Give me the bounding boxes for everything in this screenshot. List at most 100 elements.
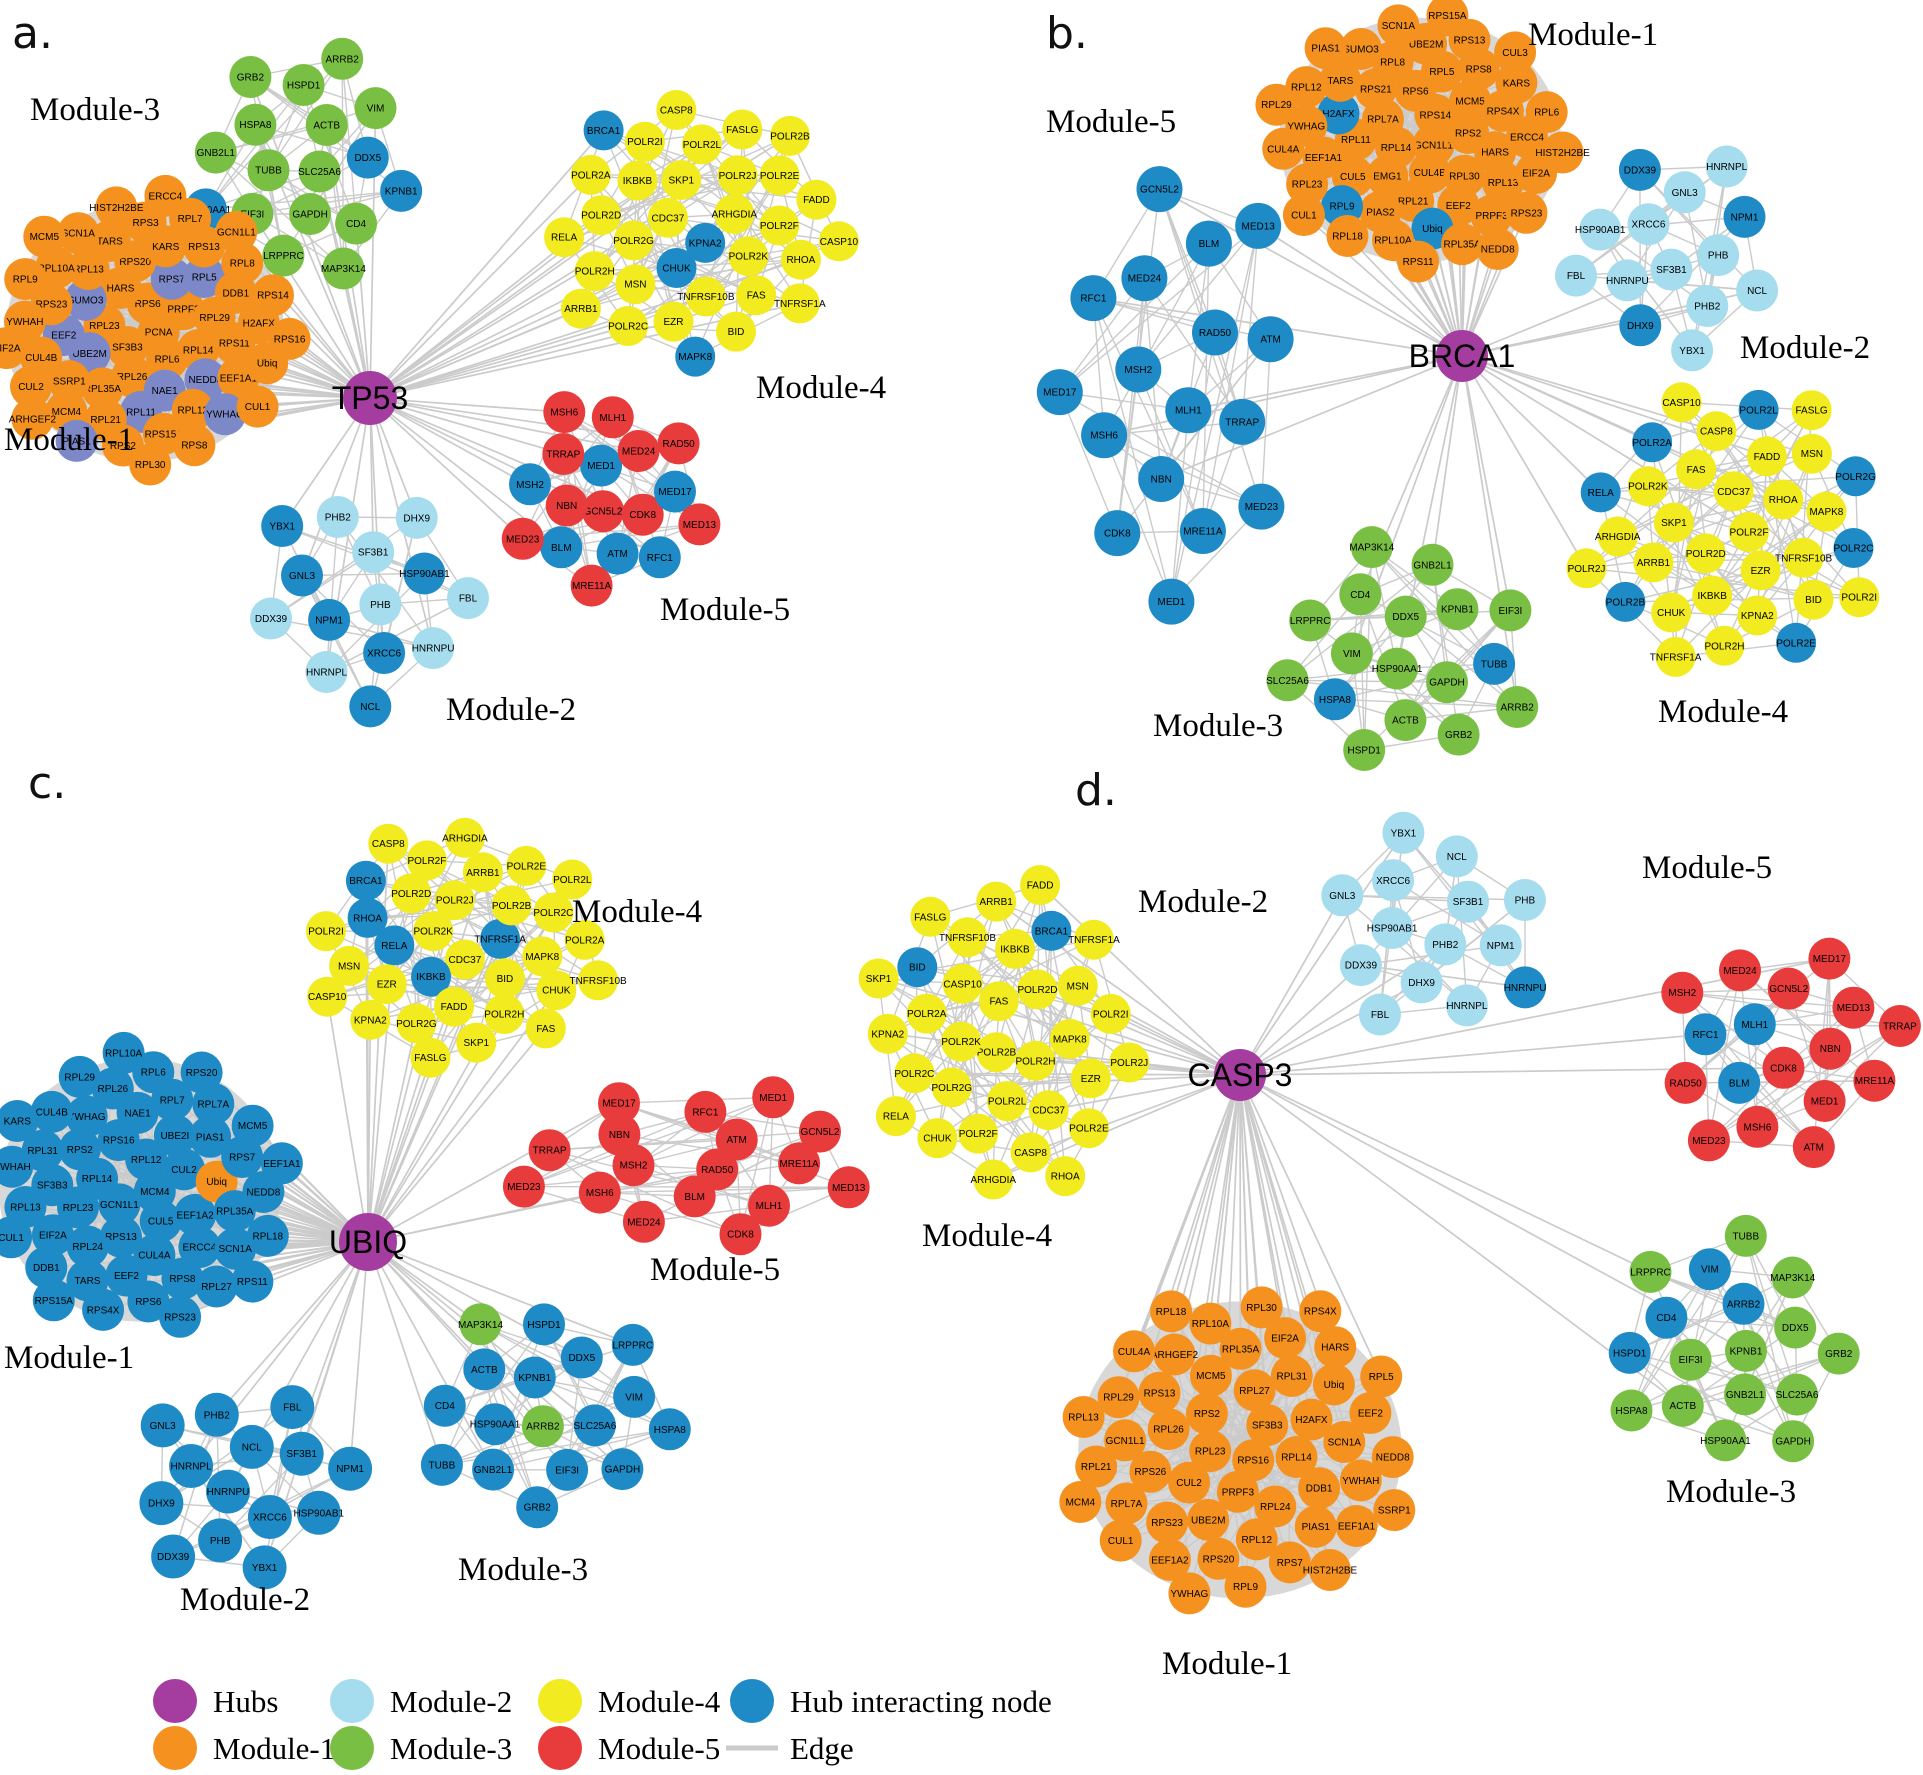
node-label-FASLG: FASLG [914, 912, 946, 923]
node-label-RPS4X: RPS4X [1304, 1307, 1337, 1318]
edge [1346, 235, 1463, 357]
node-label-PIAS1: PIAS1 [62, 436, 91, 447]
node-EZR [1070, 1058, 1111, 1099]
node-label-SF3B3: SF3B3 [112, 343, 143, 354]
node-label-FAS: FAS [536, 1024, 555, 1035]
node-label-POLR2D: POLR2D [1017, 985, 1057, 996]
node-SLC25A6 [298, 150, 341, 193]
edge [618, 1102, 800, 1165]
edge [1286, 679, 1448, 683]
node-label-ARRB1: ARRB1 [564, 304, 598, 315]
node-label-ARRB2: ARRB2 [1501, 703, 1535, 714]
node-label-POLR2E: POLR2E [1776, 638, 1816, 649]
node-ARRB2 [521, 1405, 564, 1448]
node-label-HNRNPU: HNRNPU [1504, 983, 1547, 994]
node-PIAS1 [1304, 27, 1347, 70]
node-label-MCM5: MCM5 [1455, 96, 1485, 107]
node-label-POLR2G: POLR2G [396, 1019, 437, 1030]
edge [1652, 561, 1815, 601]
node-label-TNFRSF10B: TNFRSF10B [569, 976, 627, 987]
node-label-GCN1L1: GCN1L1 [217, 228, 256, 239]
node-label-RPL35A: RPL35A [1443, 240, 1481, 251]
node-HNRNPU [1504, 966, 1547, 1009]
node-MRE11A [1853, 1059, 1896, 1102]
edge [1092, 297, 1204, 532]
node-label-EEF1A1: EEF1A1 [1338, 1522, 1376, 1533]
node-RPL18 [1326, 215, 1369, 257]
node-label-CASP10: CASP10 [943, 979, 982, 990]
node-label-CDC37: CDC37 [652, 213, 685, 224]
node-POLR2I [306, 911, 346, 952]
node-RPL8 [1371, 40, 1414, 83]
node-RPL35A [1219, 1327, 1262, 1370]
node-IKBKB [995, 928, 1035, 969]
node-RPS14 [252, 274, 294, 317]
node-HSPA8 [648, 1408, 691, 1451]
module-label-d-module-3: Module-3 [1666, 1474, 1796, 1510]
node-label-MAPK8: MAPK8 [1053, 1034, 1087, 1045]
edge [367, 1191, 601, 1243]
node-label-DDX39: DDX39 [1345, 961, 1378, 972]
node-POLR2D [1685, 533, 1726, 574]
node-POLR2A [570, 154, 611, 195]
node-label-RPL6: RPL6 [155, 354, 180, 365]
node-ARRB1 [1633, 542, 1674, 583]
node-label-EEF2: EEF2 [114, 1271, 139, 1282]
edge [1704, 1033, 1815, 1148]
node-label-RPS15A: RPS15A [145, 429, 184, 440]
node-label-RPL23: RPL23 [89, 321, 120, 332]
node-POLR2F [958, 1113, 999, 1154]
node-RPL21 [1075, 1445, 1118, 1488]
node-label-POLR2K: POLR2K [413, 927, 453, 938]
node-PIAS1 [189, 1115, 232, 1158]
node-label-POLR2E: POLR2E [760, 171, 800, 182]
node-label-MLH1: MLH1 [1175, 406, 1202, 417]
node-label-RPS23: RPS23 [36, 300, 68, 311]
node-label-CUL2: CUL2 [18, 382, 44, 393]
node-label-MSH2: MSH2 [1668, 988, 1696, 999]
node-label-MED1: MED1 [1158, 597, 1186, 608]
edge [492, 1323, 545, 1471]
node-label-HARS: HARS [1481, 148, 1509, 159]
node-label-XRCC6: XRCC6 [1632, 220, 1666, 231]
node-POLR2J [1566, 548, 1607, 589]
node-label-RPL14: RPL14 [1381, 143, 1412, 154]
node-HNRNPL [1705, 145, 1748, 188]
node-label-CUL3: CUL3 [1502, 48, 1528, 59]
node-ACTB [1661, 1384, 1704, 1427]
edge [494, 1423, 624, 1470]
node-label-YWHAH: YWHAH [0, 1162, 31, 1173]
node-label-RFC1: RFC1 [692, 1107, 719, 1118]
node-EZR [366, 964, 407, 1005]
node-SSRP1 [1373, 1489, 1416, 1532]
node-GCN5L2 [582, 490, 624, 533]
node-label-MAPK8: MAPK8 [678, 352, 712, 363]
node-label-YWHAG: YWHAG [1171, 1589, 1209, 1600]
node-CASP10 [1661, 382, 1702, 423]
edge [367, 1018, 372, 1243]
node-SLC25A6 [1266, 659, 1309, 702]
edge [1160, 338, 1272, 480]
edge [1039, 884, 1241, 1076]
node-NEDD8 [1371, 1436, 1414, 1479]
node-label-RPL26: RPL26 [98, 1084, 129, 1095]
node-HIST2H2BE [1541, 131, 1584, 174]
node-KARS [1495, 61, 1538, 104]
node-label-MED17: MED17 [1813, 954, 1847, 965]
node-label-RPS15A: RPS15A [1428, 11, 1467, 22]
node-label-VIM: VIM [1343, 649, 1361, 660]
node-MAPK8 [1806, 491, 1847, 532]
node-label-NCL: NCL [360, 702, 380, 713]
node-label-MSH6: MSH6 [1090, 431, 1118, 442]
node-label-EEF1A2: EEF1A2 [1151, 1555, 1189, 1566]
node-ERCC4 [144, 174, 187, 217]
node-label-CUL2: CUL2 [171, 1165, 197, 1176]
node-label-PIAS1: PIAS1 [1302, 1522, 1331, 1533]
node-RPS23 [1146, 1501, 1189, 1544]
node-label-MED13: MED13 [683, 520, 717, 531]
node-label-RAD50: RAD50 [1669, 1078, 1702, 1089]
node-label-POLR2J: POLR2J [436, 896, 474, 907]
node-label-GAPDH: GAPDH [1429, 678, 1465, 689]
node-POLR2G [931, 1067, 972, 1108]
